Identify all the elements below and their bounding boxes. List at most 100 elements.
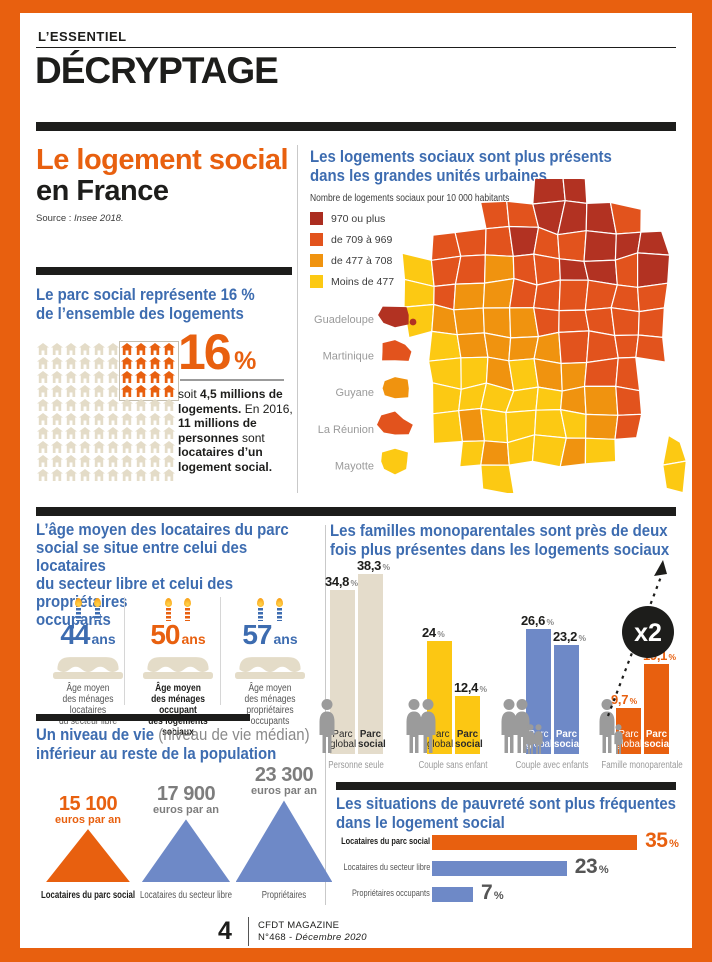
house-icon: [65, 357, 77, 369]
legend-color-chip: [310, 233, 323, 246]
house-icon: [37, 455, 49, 467]
map-department: [662, 460, 687, 493]
big-percentage: 16 %: [178, 324, 257, 380]
map-department: [535, 386, 563, 411]
income-value: 17 900 euros par an: [152, 783, 220, 817]
house-icon: [163, 399, 175, 411]
header-rule: [36, 47, 676, 48]
age-value: 57 ans: [242, 619, 298, 650]
house-icon: [107, 413, 119, 425]
house-icon: [135, 343, 147, 355]
house-icon: [163, 441, 175, 453]
house-icon: [79, 343, 91, 355]
map-department: [558, 279, 589, 312]
bar-inner-label: Parc social: [455, 728, 483, 751]
legend-color-chip: [310, 254, 323, 267]
candle-icon: [94, 598, 101, 621]
triangle-pictogram: [46, 829, 130, 882]
house-pictogram-grid: [37, 343, 177, 483]
triangle-pictogram: [141, 819, 231, 882]
house-icon: [149, 371, 161, 383]
family-silhouette-icon: [406, 699, 436, 753]
families-bar-chart: Parc global 34,8 % Parc social 38,3 % Personne…: [319, 554, 683, 796]
house-icon: [93, 441, 105, 453]
map-department: [609, 201, 642, 235]
house-icon: [51, 455, 63, 467]
column-divider: [297, 145, 298, 493]
house-icon: [163, 427, 175, 439]
poverty-row-label: Propriétaires occupants: [352, 888, 430, 899]
map-territory-blob: [382, 377, 409, 399]
kicker: L’ESSENTIEL: [38, 29, 127, 44]
section-bar: [36, 714, 250, 721]
house-icon: [121, 455, 133, 467]
candle-icon: [276, 598, 283, 621]
house-icon: [51, 385, 63, 397]
house-icon: [121, 343, 133, 355]
house-icon: [163, 469, 175, 481]
house-icon: [163, 357, 175, 369]
map-department: [584, 437, 617, 465]
age-caption: Âge moyen des ménages occupant des logem…: [148, 683, 208, 738]
age-value: 44 ans: [60, 619, 116, 650]
map-department: [610, 307, 640, 337]
map-territory-label: Mayotte: [335, 460, 374, 472]
house-icon: [121, 385, 133, 397]
house-icon: [121, 413, 133, 425]
house-icon: [107, 469, 119, 481]
category-label: Couple sans enfant: [418, 760, 488, 771]
house-icon: [93, 385, 105, 397]
house-icon: [51, 357, 63, 369]
candle-icon: [257, 598, 264, 621]
house-icon: [163, 413, 175, 425]
house-icon: [93, 357, 105, 369]
map-department: [432, 410, 463, 445]
house-icon: [149, 357, 161, 369]
house-icon: [37, 441, 49, 453]
house-icon: [149, 343, 161, 355]
house-icon: [65, 413, 77, 425]
house-icon: [121, 427, 133, 439]
map-department: [585, 413, 619, 440]
income-value: 23 300 euros par an: [250, 764, 318, 798]
family-silhouette-icon: [599, 699, 623, 754]
bar: Parc social: [644, 664, 672, 754]
map-department: [615, 356, 641, 392]
map-department: [458, 407, 485, 443]
bar-inner-label: Parc social: [644, 728, 672, 751]
legend-label: de 709 à 969: [331, 233, 393, 246]
section-bar: [336, 782, 676, 790]
bar-value-label: 19,1 %: [643, 648, 676, 664]
house-icon: [163, 385, 175, 397]
flame-icon: [257, 598, 264, 607]
poverty-row-label: Locataires du parc social: [341, 836, 430, 847]
poverty-heading: Les situations de pauvreté sont plus fré…: [336, 794, 677, 832]
income-label: Locataires du parc social: [40, 890, 136, 901]
house-icon: [93, 399, 105, 411]
map-legend-item: de 709 à 969: [310, 233, 545, 246]
house-icon: [135, 385, 147, 397]
bar-inner-label: Parc social: [358, 728, 386, 751]
income-label: Locataires du secteur libre: [140, 890, 232, 901]
age-value: 50 ans: [150, 619, 206, 650]
map-department: [614, 334, 639, 359]
map-territory-blob: [378, 306, 409, 328]
map-department: [427, 330, 462, 362]
income-triangle-chart: 15 100 euros par an Locataires du parc soc…: [36, 761, 333, 919]
income-label: Propriétaires: [261, 890, 307, 901]
page-title: DÉCRYPTAGE: [35, 50, 279, 91]
age-item: 50 ans Âge moyen des ménages occupant des …: [128, 597, 228, 738]
house-icon: [135, 371, 147, 383]
map-department: [583, 357, 619, 387]
house-icon: [37, 427, 49, 439]
poverty-row-label: Locataires du secteur libre: [343, 862, 430, 873]
house-icon: [65, 455, 77, 467]
house-icon: [93, 455, 105, 467]
infographic-title: Le logement social en France: [36, 145, 289, 207]
bar: [432, 835, 638, 850]
france-choropleth-map: Guadeloupe Martinique Guyane La Réunion Mayo…: [314, 179, 687, 493]
footer-credit: CFDT MAGAZINE N°468 - Décembre 2020: [258, 920, 367, 943]
map-territory-blob: [377, 411, 413, 435]
house-icon: [107, 427, 119, 439]
svg-text:x2: x2: [634, 619, 662, 647]
